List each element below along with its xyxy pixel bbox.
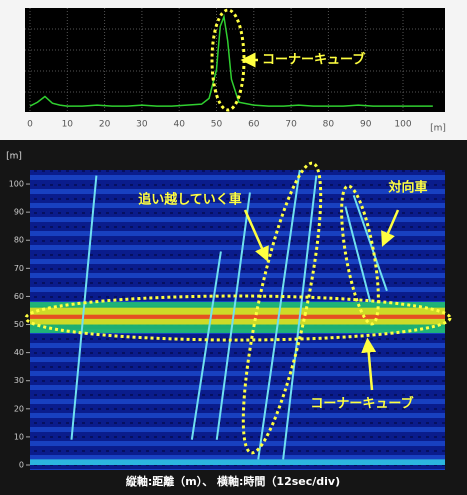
annotation: 追い越していく車 bbox=[138, 192, 242, 208]
x-tick-label: 20 bbox=[99, 120, 111, 130]
y-tick-label: 10 bbox=[14, 432, 24, 441]
y-axis-label: [m] bbox=[6, 152, 22, 162]
annotation: コーナーキューブ bbox=[262, 52, 365, 68]
y-tick-label: 70 bbox=[14, 264, 24, 273]
y-tick-label: 0 bbox=[19, 461, 24, 470]
caption: 縦軸:距離（m）、 横軸:時間（12sec/div) bbox=[126, 474, 340, 488]
screenshot: 縦軸:距離（m）、 横軸:時間（12sec/div) 0 10 20 30 40 50 60… bbox=[0, 0, 467, 495]
y-tick-label: 30 bbox=[14, 376, 24, 385]
x-tick-label: 40 bbox=[173, 120, 185, 130]
y-tick-label: 60 bbox=[14, 292, 24, 301]
x-tick-label: 70 bbox=[285, 120, 297, 130]
top-plot-area bbox=[25, 8, 445, 112]
band bbox=[30, 459, 445, 465]
x-tick-label: 90 bbox=[360, 120, 372, 130]
x-tick-label: 30 bbox=[136, 120, 148, 130]
x-tick-label: 60 bbox=[248, 120, 260, 130]
annotation: 対向車 bbox=[387, 180, 427, 196]
x-tick-label: 100 bbox=[394, 120, 411, 130]
y-tick-label: 90 bbox=[14, 208, 24, 217]
x-tick-label: 10 bbox=[62, 120, 74, 130]
x-tick-label: 0 bbox=[27, 120, 33, 130]
y-tick-label: 20 bbox=[14, 404, 24, 413]
y-tick-label: 40 bbox=[14, 348, 24, 357]
x-tick-label: 50 bbox=[211, 120, 223, 130]
y-tick-label: 100 bbox=[9, 180, 24, 189]
y-tick-label: 80 bbox=[14, 236, 24, 245]
annotation: コーナーキューブ bbox=[310, 396, 413, 412]
x-tick-label: 80 bbox=[323, 120, 335, 130]
band bbox=[30, 315, 445, 319]
x-axis-label: [m] bbox=[430, 124, 446, 134]
y-tick-label: 50 bbox=[14, 320, 24, 329]
